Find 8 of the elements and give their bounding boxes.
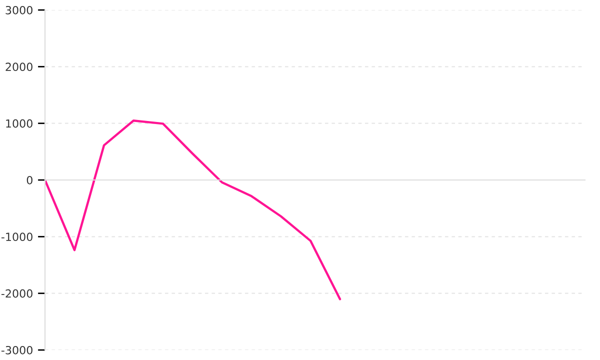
line-series (45, 120, 342, 300)
y-tick-label: -3000 (1, 346, 32, 354)
y-tick-label: 1000 (6, 119, 32, 128)
y-tick-label: 2000 (6, 62, 32, 72)
y-tick-label: 3000 (6, 6, 32, 14)
y-tick-label: 0 (26, 176, 32, 184)
y-tick-label: -2000 (1, 289, 32, 298)
y-tick-label: -1000 (1, 232, 32, 242)
